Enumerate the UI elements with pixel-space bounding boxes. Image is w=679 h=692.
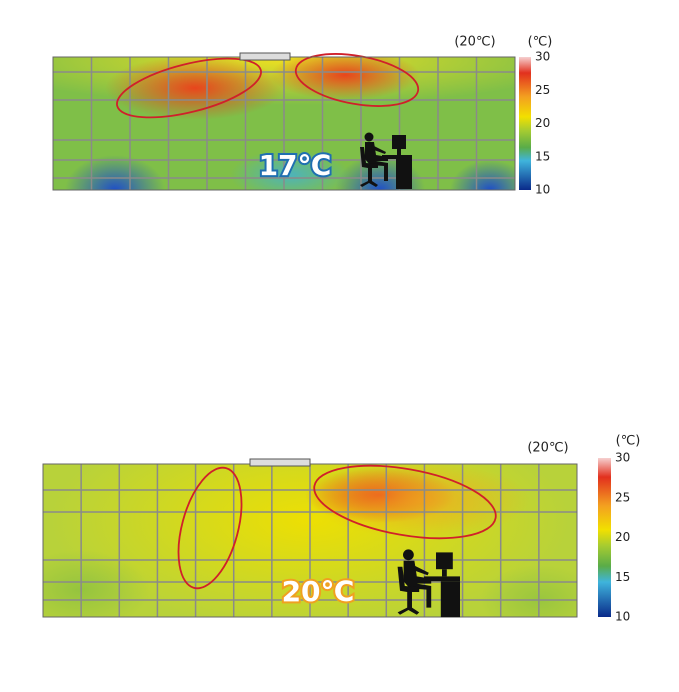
scale-tick-label: 20 (615, 530, 630, 544)
heat-zone (43, 550, 150, 617)
desk (382, 155, 412, 159)
color-scale (519, 57, 531, 190)
room-temperature: 17℃ (259, 149, 332, 182)
setpoint-label: (20℃) (454, 35, 495, 50)
scale-tick-label: 25 (535, 83, 550, 97)
monitor-stand (397, 149, 401, 155)
hot-zone-outline (177, 466, 243, 590)
chair (397, 566, 420, 615)
room-temperature: 20℃ (282, 575, 355, 608)
monitor-stand (442, 569, 447, 577)
hot-zone-outline (116, 57, 262, 119)
scale-tick-label: 15 (615, 570, 630, 584)
office-worker-icon (360, 132, 412, 189)
heat-zone (480, 565, 577, 617)
arm (410, 564, 429, 576)
scale-tick-label: 15 (535, 149, 550, 163)
office-worker-icon (397, 549, 460, 618)
scale-tick-label: 10 (615, 610, 630, 624)
hot-zone-outline (294, 53, 420, 107)
air-conditioner (249, 458, 311, 467)
air-conditioner (239, 52, 291, 61)
desk-cabinet (440, 581, 460, 618)
arm (371, 145, 386, 154)
heat-zone (450, 160, 515, 190)
hot-zone-outline (313, 464, 497, 540)
scale-tick-label: 30 (535, 50, 550, 64)
scale-tick-label: 20 (535, 116, 550, 130)
unit-label: (℃) (528, 35, 553, 50)
desk (424, 576, 460, 582)
unit-label: (℃) (616, 434, 641, 449)
chair (360, 147, 378, 187)
scale-tick-label: 25 (615, 490, 630, 504)
heat-zone (65, 155, 165, 190)
heat-zone (270, 57, 420, 100)
setpoint-label: (20℃) (527, 441, 568, 456)
head (364, 132, 374, 142)
scale-tick-label: 30 (615, 451, 630, 465)
temperature-map (43, 464, 577, 617)
body (403, 560, 432, 608)
desk-cabinet (396, 159, 412, 189)
body (365, 142, 388, 181)
monitor (392, 135, 406, 149)
monitor (436, 552, 453, 570)
color-scale (598, 458, 611, 617)
head (403, 549, 414, 561)
scale-tick-label: 10 (535, 183, 550, 197)
heat-zone (310, 464, 530, 538)
